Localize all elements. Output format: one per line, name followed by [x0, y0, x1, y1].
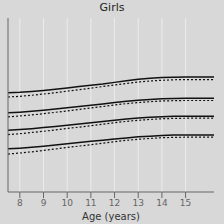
svg-text:Age (years): Age (years)	[82, 211, 140, 222]
svg-text:12: 12	[109, 198, 120, 208]
svg-text:14: 14	[156, 198, 168, 208]
svg-text:10: 10	[61, 198, 73, 208]
html-text:Girls: Girls	[99, 1, 125, 14]
svg-text:9: 9	[41, 198, 47, 208]
svg-text:8: 8	[17, 198, 23, 208]
svg-text:11: 11	[85, 198, 96, 208]
svg-text:13: 13	[133, 198, 144, 208]
svg-text:15: 15	[180, 198, 191, 208]
